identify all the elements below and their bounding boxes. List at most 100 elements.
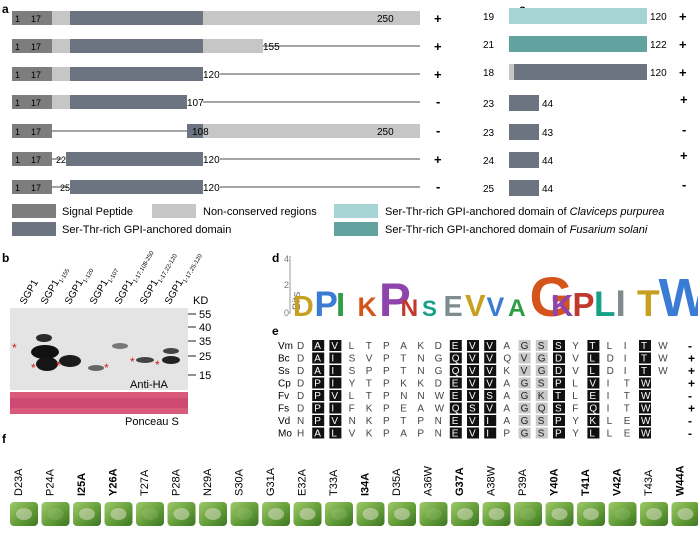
start-label: 24 <box>483 156 495 167</box>
residue: L <box>349 341 355 352</box>
residue: V <box>486 404 493 415</box>
residue: H <box>297 429 304 440</box>
residue: I <box>607 379 610 390</box>
mutant-label: S30A <box>234 468 246 496</box>
residue: S <box>538 429 545 440</box>
construct-row: 1 17 22 120 + <box>12 152 442 167</box>
residue: P <box>383 341 390 352</box>
residue: E <box>452 341 459 352</box>
residue: S <box>469 404 476 415</box>
blot-band <box>36 334 52 342</box>
residue: D <box>555 366 562 377</box>
domain-bar <box>509 152 539 168</box>
residue: V <box>572 366 579 377</box>
mid-label: 25 <box>60 183 70 193</box>
residue: I <box>624 366 627 377</box>
blot-band <box>112 343 128 349</box>
mutant-label: T43A <box>643 469 655 496</box>
result-label: + <box>679 9 687 24</box>
construct-row: 1 17 107 - <box>12 94 440 109</box>
end-label: 120 <box>650 12 667 23</box>
logo-letter: K <box>358 292 377 322</box>
lesion-spot <box>363 508 379 520</box>
end-label: 107 <box>187 98 204 109</box>
residue: P <box>503 429 510 440</box>
residue: G <box>538 354 546 365</box>
residue: T <box>624 379 630 390</box>
residue: V <box>469 341 476 352</box>
result-label: - <box>436 123 440 138</box>
lesion-spot <box>552 508 568 520</box>
band-marker-star: * <box>104 361 109 375</box>
residue: Y <box>349 379 356 390</box>
lane-label: SGP1 <box>18 278 41 307</box>
residue: G <box>521 379 529 390</box>
legend-claviceps-species: Claviceps purpurea <box>570 206 665 218</box>
construct-row: 23 43 - <box>483 122 686 140</box>
residue: V <box>469 391 476 402</box>
logo-letter: W <box>659 268 698 328</box>
species-label: Bc <box>278 354 290 365</box>
end-label: 120 <box>203 70 220 81</box>
logo-letter: A <box>508 295 526 322</box>
species-label: Fs <box>278 404 289 415</box>
logo-ytick: 4 <box>284 254 289 264</box>
mutant-label: Y26A <box>108 468 120 496</box>
domain-bar <box>70 180 203 194</box>
residue: K <box>366 404 373 415</box>
domain-bar <box>514 64 647 80</box>
logo-letter: T <box>637 282 660 324</box>
blot-band <box>59 355 81 367</box>
residue: P <box>314 416 321 427</box>
construct-row: 1 17 250 + <box>12 11 442 26</box>
residue: E <box>624 416 631 427</box>
residue: K <box>503 366 510 377</box>
lesion-spot <box>16 508 32 520</box>
marker-label: 40 <box>199 322 211 334</box>
residue: D <box>607 354 614 365</box>
residue: V <box>572 354 579 365</box>
signal-end-label: 17 <box>31 127 41 137</box>
residue: T <box>400 366 406 377</box>
residue: T <box>400 354 406 365</box>
start-label: 1 <box>15 14 20 24</box>
residue: E <box>452 379 459 390</box>
residue: V <box>331 341 338 352</box>
domain-bar <box>70 11 203 25</box>
logo-letter: V <box>487 292 505 322</box>
lesion-spot <box>489 508 505 520</box>
residue: T <box>400 416 406 427</box>
result-label: - <box>682 122 686 137</box>
band-marker-star: * <box>130 355 135 369</box>
result-label: + <box>680 92 688 107</box>
residue: W <box>641 404 651 415</box>
residue: N <box>349 416 356 427</box>
construct-row: 1 17 155 + <box>12 39 442 54</box>
residue: L <box>349 391 355 402</box>
residue: V <box>331 391 338 402</box>
logo-letter: P <box>315 285 338 324</box>
domain-bar <box>70 95 187 109</box>
residue: Y <box>572 341 579 352</box>
mutant-label: E32A <box>297 468 309 496</box>
residue: L <box>607 341 613 352</box>
blot-band <box>163 348 179 354</box>
end-label: 44 <box>542 99 554 110</box>
legend-label-claviceps: Ser-Thr-rich GPI-anchored domain of Clav… <box>385 206 664 218</box>
residue: T <box>624 404 630 415</box>
end-label: 120 <box>203 155 220 166</box>
start-label: 1 <box>15 155 20 165</box>
result-label: + <box>434 67 442 82</box>
kd-label: KD <box>193 295 208 307</box>
legend-swatch-nonconserved <box>152 204 196 218</box>
residue: G <box>521 429 529 440</box>
result-label: + <box>434 11 442 26</box>
panel-b-western-blot: SGP1 SGP11-155 SGP11-120 SGP11-107 SGP11… <box>10 246 211 428</box>
residue: Q <box>452 366 460 377</box>
residue: L <box>589 366 595 377</box>
residue: D <box>555 354 562 365</box>
residue: T <box>366 379 372 390</box>
mutant-label: G31A <box>265 467 277 496</box>
